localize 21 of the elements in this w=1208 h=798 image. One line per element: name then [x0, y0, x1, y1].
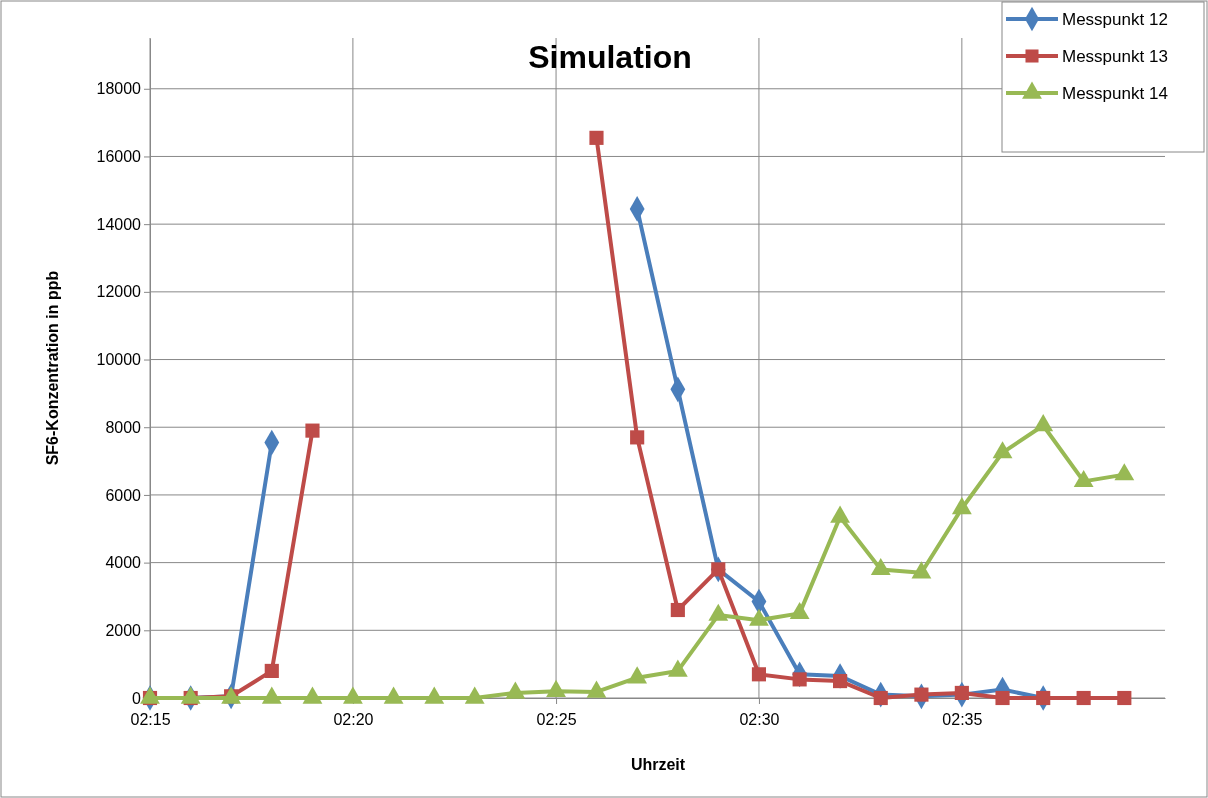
x-axis-title: Uhrzeit [630, 756, 686, 773]
legend-label: Messpunkt 12 [1062, 10, 1168, 29]
y-tick-label: 4000 [105, 554, 142, 572]
chart-title: Simulation [528, 39, 692, 75]
y-tick-label: 16000 [96, 148, 142, 166]
x-tick-label: 02:35 [942, 710, 983, 728]
y-tick-label: 10000 [96, 351, 142, 369]
x-tick-label: 02:15 [130, 710, 171, 728]
x-tick-label: 02:30 [739, 710, 780, 728]
x-tick-label: 02:20 [333, 710, 374, 728]
y-tick-label: 8000 [105, 418, 142, 436]
y-axis-title: SF6-Konzentration in ppb [44, 270, 61, 466]
y-tick-label: 14000 [96, 215, 142, 233]
legend-label: Messpunkt 13 [1062, 47, 1168, 66]
x-tick-label: 02:25 [536, 710, 577, 728]
legend-label: Messpunkt 14 [1062, 84, 1168, 103]
y-tick-label: 0 [132, 689, 142, 707]
y-tick-label: 18000 [96, 80, 142, 98]
y-tick-label: 2000 [105, 621, 142, 639]
y-tick-label: 6000 [105, 486, 142, 504]
y-tick-label: 12000 [96, 283, 142, 301]
